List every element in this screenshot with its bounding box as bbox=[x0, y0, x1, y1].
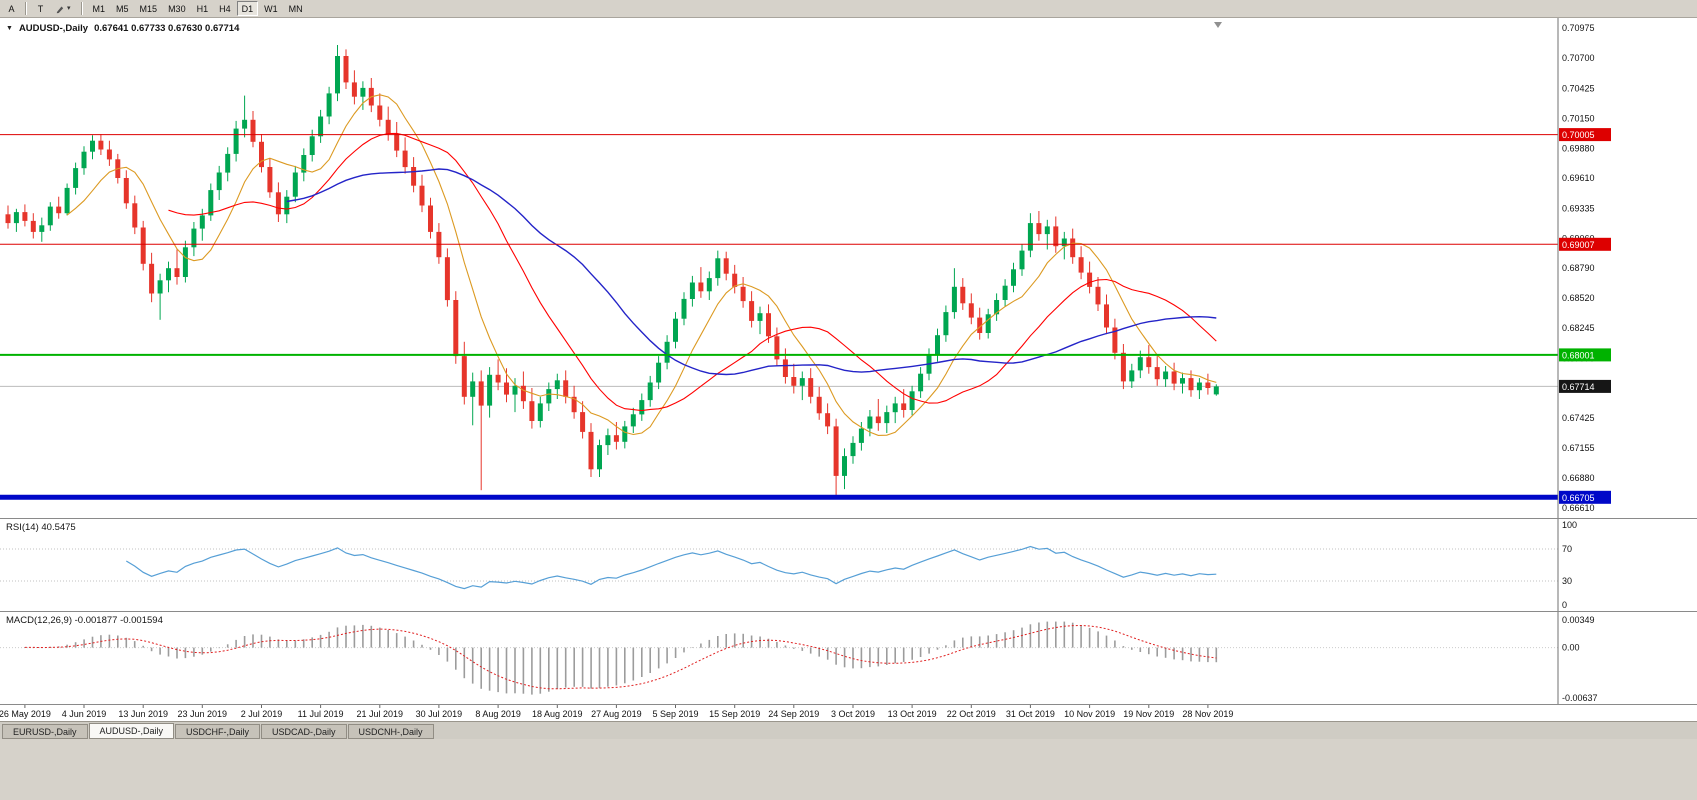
svg-text:0.00: 0.00 bbox=[1562, 643, 1580, 653]
rsi-line bbox=[126, 547, 1216, 589]
timeframe-button-m5[interactable]: M5 bbox=[111, 1, 134, 16]
dropdown-arrow-icon: ▾ bbox=[67, 3, 71, 15]
svg-text:27 Aug 2019: 27 Aug 2019 bbox=[591, 709, 642, 719]
svg-text:13 Jun 2019: 13 Jun 2019 bbox=[118, 709, 168, 719]
svg-text:18 Aug 2019: 18 Aug 2019 bbox=[532, 709, 583, 719]
svg-text:0.66705: 0.66705 bbox=[1562, 493, 1595, 503]
macd-histogram bbox=[24, 622, 1217, 695]
svg-text:0.67155: 0.67155 bbox=[1562, 443, 1595, 453]
svg-text:2 Jul 2019: 2 Jul 2019 bbox=[241, 709, 283, 719]
svg-text:22 Oct 2019: 22 Oct 2019 bbox=[947, 709, 996, 719]
svg-text:-0.00637: -0.00637 bbox=[1562, 693, 1598, 703]
chart-tab-usdcnh[interactable]: USDCNH-,Daily bbox=[348, 724, 434, 739]
price-axis[interactable]: 0.70975 0.70700 0.70425 0.70150 0.69880 0.696… bbox=[1558, 18, 1611, 518]
draw-tool-button[interactable]: ▾ bbox=[50, 1, 76, 16]
svg-text:0.67714: 0.67714 bbox=[1562, 382, 1595, 392]
svg-text:8 Aug 2019: 8 Aug 2019 bbox=[475, 709, 521, 719]
svg-text:19 Nov 2019: 19 Nov 2019 bbox=[1123, 709, 1174, 719]
time-axis[interactable]: 26 May 2019 4 Jun 2019 13 Jun 2019 23 Jun 2… bbox=[0, 704, 1697, 721]
chart-title: ▼ AUDUSD-,Daily 0.67641 0.67733 0.67630 … bbox=[6, 23, 239, 34]
svg-text:0.68790: 0.68790 bbox=[1562, 263, 1595, 273]
svg-text:70: 70 bbox=[1562, 544, 1572, 554]
window-background bbox=[0, 740, 1697, 800]
svg-text:0.70150: 0.70150 bbox=[1562, 114, 1595, 124]
timeframe-button-w1[interactable]: W1 bbox=[259, 1, 283, 16]
chart-tab-usdchf[interactable]: USDCHF-,Daily bbox=[175, 724, 260, 739]
macd-panel: 0.00349 0.00 -0.00637 MACD(12,26,9) -0.001… bbox=[0, 611, 1697, 704]
horizontal-level-lines[interactable] bbox=[0, 135, 1558, 498]
chart-symbol-label: AUDUSD-,Daily bbox=[19, 23, 88, 34]
svg-text:13 Oct 2019: 13 Oct 2019 bbox=[888, 709, 937, 719]
svg-text:0.66610: 0.66610 bbox=[1562, 503, 1595, 513]
svg-text:0.69610: 0.69610 bbox=[1562, 173, 1595, 183]
svg-text:5 Sep 2019: 5 Sep 2019 bbox=[652, 709, 698, 719]
macd-values: -0.001877 -0.001594 bbox=[75, 615, 163, 626]
svg-text:28 Nov 2019: 28 Nov 2019 bbox=[1182, 709, 1233, 719]
chart-tab-audusd[interactable]: AUDUSD-,Daily bbox=[89, 723, 175, 739]
svg-text:0.68520: 0.68520 bbox=[1562, 293, 1595, 303]
chart-tab-usdcad[interactable]: USDCAD-,Daily bbox=[261, 724, 347, 739]
svg-text:0.69007: 0.69007 bbox=[1562, 240, 1595, 250]
svg-text:26 May 2019: 26 May 2019 bbox=[0, 709, 51, 719]
svg-text:10 Nov 2019: 10 Nov 2019 bbox=[1064, 709, 1115, 719]
candles bbox=[6, 45, 1219, 497]
pencil-icon bbox=[55, 4, 65, 14]
svg-text:0.70975: 0.70975 bbox=[1562, 23, 1595, 33]
main-chart-canvas[interactable]: 0.70975 0.70700 0.70425 0.70150 0.69880 0.696… bbox=[0, 18, 1697, 518]
timeframe-button-m30[interactable]: M30 bbox=[163, 1, 191, 16]
toolbar-separator bbox=[25, 2, 27, 15]
svg-text:0.69335: 0.69335 bbox=[1562, 203, 1595, 213]
svg-text:11 Jul 2019: 11 Jul 2019 bbox=[298, 709, 344, 719]
svg-text:0.68245: 0.68245 bbox=[1562, 323, 1595, 333]
rsi-panel: 100 70 30 0 RSI(14) 40.5475 bbox=[0, 518, 1697, 611]
timeframe-button-d1[interactable]: D1 bbox=[237, 1, 259, 16]
timeframe-button-m1[interactable]: M1 bbox=[88, 1, 111, 16]
svg-text:0.69880: 0.69880 bbox=[1562, 143, 1595, 153]
chart-tab-bar: EURUSD-,DailyAUDUSD-,DailyUSDCHF-,DailyU… bbox=[0, 721, 1697, 739]
svg-text:100: 100 bbox=[1562, 520, 1577, 530]
chart-ohlc-values: 0.67641 0.67733 0.67630 0.67714 bbox=[94, 23, 239, 34]
svg-text:0.70700: 0.70700 bbox=[1562, 53, 1595, 63]
timeframe-button-h1[interactable]: H1 bbox=[192, 1, 214, 16]
moving-average-lines bbox=[67, 95, 1216, 436]
svg-text:0: 0 bbox=[1562, 600, 1567, 610]
text-tool-button[interactable]: T bbox=[32, 1, 49, 16]
rsi-canvas[interactable]: 100 70 30 0 bbox=[0, 519, 1697, 612]
timeframe-toolbar: M1M5M15M30H1H4D1W1MN bbox=[88, 1, 308, 16]
macd-signal-line bbox=[25, 626, 1216, 689]
arrow-cursor-button[interactable]: A bbox=[3, 1, 20, 16]
svg-text:30 Jul 2019: 30 Jul 2019 bbox=[416, 709, 463, 719]
svg-text:4 Jun 2019: 4 Jun 2019 bbox=[62, 709, 107, 719]
svg-text:0.68001: 0.68001 bbox=[1562, 350, 1595, 360]
one-click-trading-arrow[interactable]: ▼ bbox=[6, 25, 13, 32]
svg-text:23 Jun 2019: 23 Jun 2019 bbox=[178, 709, 228, 719]
top-toolbar: A T ▾ M1M5M15M30H1H4D1W1MN bbox=[0, 0, 1697, 18]
svg-text:24 Sep 2019: 24 Sep 2019 bbox=[768, 709, 819, 719]
svg-text:0.00349: 0.00349 bbox=[1562, 615, 1595, 625]
timeframe-button-h4[interactable]: H4 bbox=[214, 1, 236, 16]
timeframe-button-mn[interactable]: MN bbox=[284, 1, 308, 16]
toolbar-separator bbox=[81, 2, 83, 15]
macd-canvas[interactable]: 0.00349 0.00 -0.00637 bbox=[0, 612, 1697, 705]
main-chart-panel: 0.70975 0.70700 0.70425 0.70150 0.69880 0.696… bbox=[0, 18, 1697, 518]
svg-text:31 Oct 2019: 31 Oct 2019 bbox=[1006, 709, 1055, 719]
chart-tab-eurusd[interactable]: EURUSD-,Daily bbox=[2, 724, 88, 739]
shift-marker bbox=[1214, 22, 1222, 28]
svg-text:21 Jul 2019: 21 Jul 2019 bbox=[357, 709, 404, 719]
svg-text:0.67425: 0.67425 bbox=[1562, 413, 1595, 423]
svg-text:30: 30 bbox=[1562, 576, 1572, 586]
svg-text:0.70425: 0.70425 bbox=[1562, 84, 1595, 94]
svg-text:15 Sep 2019: 15 Sep 2019 bbox=[709, 709, 760, 719]
timeframe-button-m15[interactable]: M15 bbox=[135, 1, 163, 16]
macd-label: MACD(12,26,9) -0.001877 -0.001594 bbox=[6, 615, 163, 626]
rsi-value: 40.5475 bbox=[41, 522, 75, 533]
svg-text:0.66880: 0.66880 bbox=[1562, 473, 1595, 483]
svg-text:0.70005: 0.70005 bbox=[1562, 130, 1595, 140]
rsi-label: RSI(14) 40.5475 bbox=[6, 522, 76, 533]
svg-text:3 Oct 2019: 3 Oct 2019 bbox=[831, 709, 875, 719]
